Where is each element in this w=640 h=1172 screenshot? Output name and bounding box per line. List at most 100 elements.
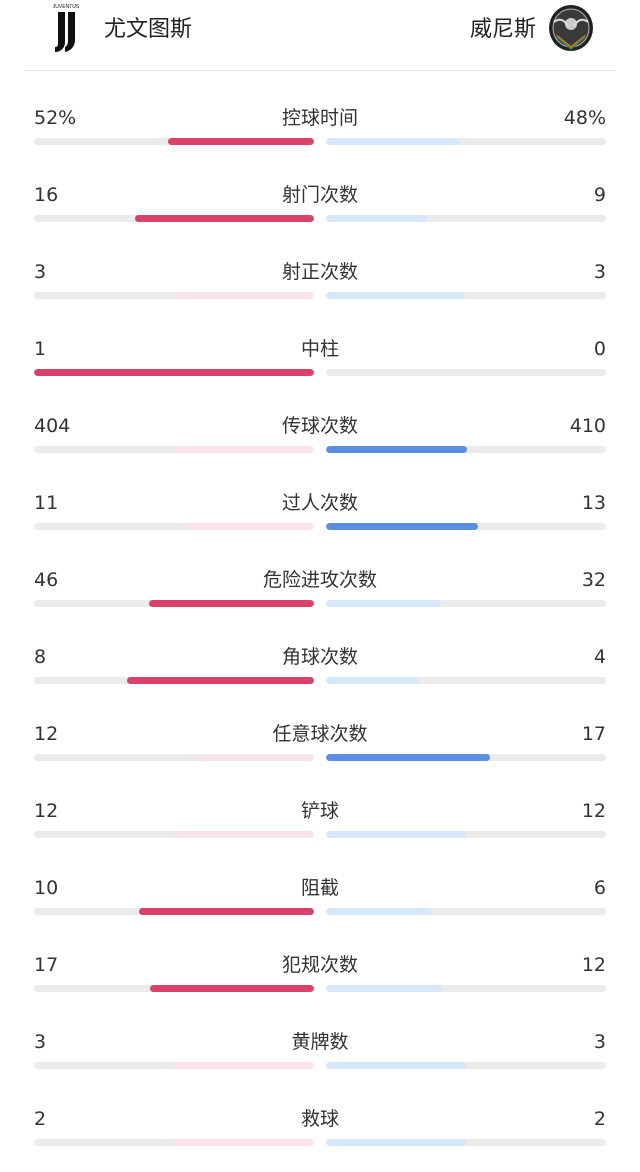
- stat-row: 12 任意球次数 17: [0, 710, 640, 787]
- home-bar-fill: [149, 985, 314, 992]
- home-stat-value: 1: [34, 338, 47, 360]
- away-stat-value: 12: [581, 954, 606, 976]
- stat-label: 过人次数: [281, 492, 358, 514]
- away-bar-fill: [326, 1062, 466, 1069]
- home-stat-value: 12: [34, 800, 59, 822]
- stat-label: 任意球次数: [272, 723, 368, 745]
- home-stat-value: 3: [34, 261, 47, 283]
- stat-label: 传球次数: [281, 415, 358, 437]
- home-stat-value: 12: [34, 723, 59, 745]
- home-stat-value: 52%: [34, 107, 77, 129]
- svg-text:JUVENTUS: JUVENTUS: [53, 4, 80, 10]
- stat-row: 3 射正次数 3: [0, 248, 640, 325]
- home-stat-value: 46: [34, 569, 59, 591]
- home-bar-fill: [185, 523, 314, 530]
- stat-row: 52% 控球时间 48%: [0, 94, 640, 171]
- stat-row: 16 射门次数 9: [0, 171, 640, 248]
- home-stat-value: 16: [34, 184, 59, 206]
- match-header: JUVENTUS 尤文图斯 威尼斯: [0, 0, 640, 70]
- home-stat-value: 17: [34, 954, 59, 976]
- juventus-logo-icon: JUVENTUS: [53, 4, 80, 52]
- stat-row: 3 黄牌数 3: [0, 1018, 640, 1095]
- home-stat-value: 3: [34, 1031, 47, 1053]
- stat-row: 46 危险进攻次数 32: [0, 556, 640, 633]
- stat-row: 8 角球次数 4: [0, 633, 640, 710]
- away-bar-fill: [326, 523, 478, 530]
- away-stat-value: 410: [569, 415, 606, 437]
- home-bar-fill: [34, 369, 314, 376]
- home-bar-fill: [168, 138, 314, 145]
- home-bar-fill: [174, 292, 314, 299]
- stat-label: 危险进攻次数: [262, 569, 377, 591]
- stat-label: 中柱: [300, 338, 339, 360]
- away-stat-value: 6: [593, 877, 606, 899]
- home-bar-fill: [148, 600, 314, 607]
- away-team-name: 威尼斯: [469, 17, 536, 42]
- away-stat-value: 32: [581, 569, 606, 591]
- home-bar-fill: [198, 754, 314, 761]
- away-bar-fill: [326, 1139, 466, 1146]
- home-bar-fill: [139, 908, 314, 915]
- away-bar-fill: [326, 138, 461, 145]
- stat-label: 黄牌数: [291, 1031, 349, 1053]
- stat-label: 射正次数: [281, 261, 358, 283]
- home-stat-bar: [34, 523, 314, 530]
- stat-label: 射门次数: [281, 184, 358, 206]
- home-stat-bar: [34, 1062, 314, 1069]
- away-stat-bar: [326, 677, 606, 684]
- stat-label: 犯规次数: [281, 954, 358, 976]
- away-stat-bar: [326, 600, 606, 607]
- away-stat-value: 3: [593, 261, 606, 283]
- stat-row: 12 铲球 12: [0, 787, 640, 864]
- away-bar-fill: [326, 908, 431, 915]
- away-bar-fill: [326, 600, 441, 607]
- away-stat-bar: [326, 1139, 606, 1146]
- home-bar-fill: [127, 677, 314, 684]
- stat-label: 控球时间: [281, 107, 358, 129]
- home-stat-bar: [34, 138, 314, 145]
- away-stat-bar: [326, 908, 606, 915]
- away-stat-bar: [326, 138, 606, 145]
- away-stat-value: 48%: [563, 107, 606, 129]
- home-stat-bar: [34, 677, 314, 684]
- home-bar-fill: [175, 446, 314, 453]
- away-stat-bar: [326, 369, 606, 376]
- away-stat-bar: [326, 446, 606, 453]
- away-bar-fill: [326, 292, 466, 299]
- stat-row: 11 过人次数 13: [0, 479, 640, 556]
- away-stat-bar: [326, 985, 606, 992]
- home-bar-fill: [174, 1139, 314, 1146]
- away-stat-value: 3: [593, 1031, 606, 1053]
- header-divider: [24, 70, 616, 71]
- home-stat-bar: [34, 369, 314, 376]
- away-stat-bar: [326, 523, 606, 530]
- stat-row: 404 传球次数 410: [0, 402, 640, 479]
- stat-label: 铲球: [300, 800, 339, 822]
- stat-label: 救球: [300, 1108, 339, 1130]
- home-stat-bar: [34, 985, 314, 992]
- home-stat-bar: [34, 754, 314, 761]
- home-bar-fill: [174, 831, 314, 838]
- away-stat-value: 9: [593, 184, 606, 206]
- away-stat-value: 17: [581, 723, 606, 745]
- away-stat-bar: [326, 831, 606, 838]
- home-stat-bar: [34, 446, 314, 453]
- away-stat-value: 2: [593, 1108, 606, 1130]
- away-stat-value: 13: [581, 492, 606, 514]
- away-stat-value: 0: [593, 338, 606, 360]
- home-stat-bar: [34, 831, 314, 838]
- away-stat-bar: [326, 215, 606, 222]
- away-bar-fill: [326, 754, 491, 761]
- stat-label: 角球次数: [281, 646, 358, 668]
- away-bar-fill: [326, 215, 427, 222]
- away-stat-bar: [326, 292, 606, 299]
- home-stat-bar: [34, 292, 314, 299]
- stat-row: 17 犯规次数 12: [0, 941, 640, 1018]
- stat-row: 10 阻截 6: [0, 864, 640, 941]
- away-stat-value: 12: [581, 800, 606, 822]
- home-stat-bar: [34, 215, 314, 222]
- away-stat-bar: [326, 1062, 606, 1069]
- away-stat-value: 4: [593, 646, 606, 668]
- away-bar-fill: [326, 831, 466, 838]
- stat-label: 阻截: [300, 877, 339, 899]
